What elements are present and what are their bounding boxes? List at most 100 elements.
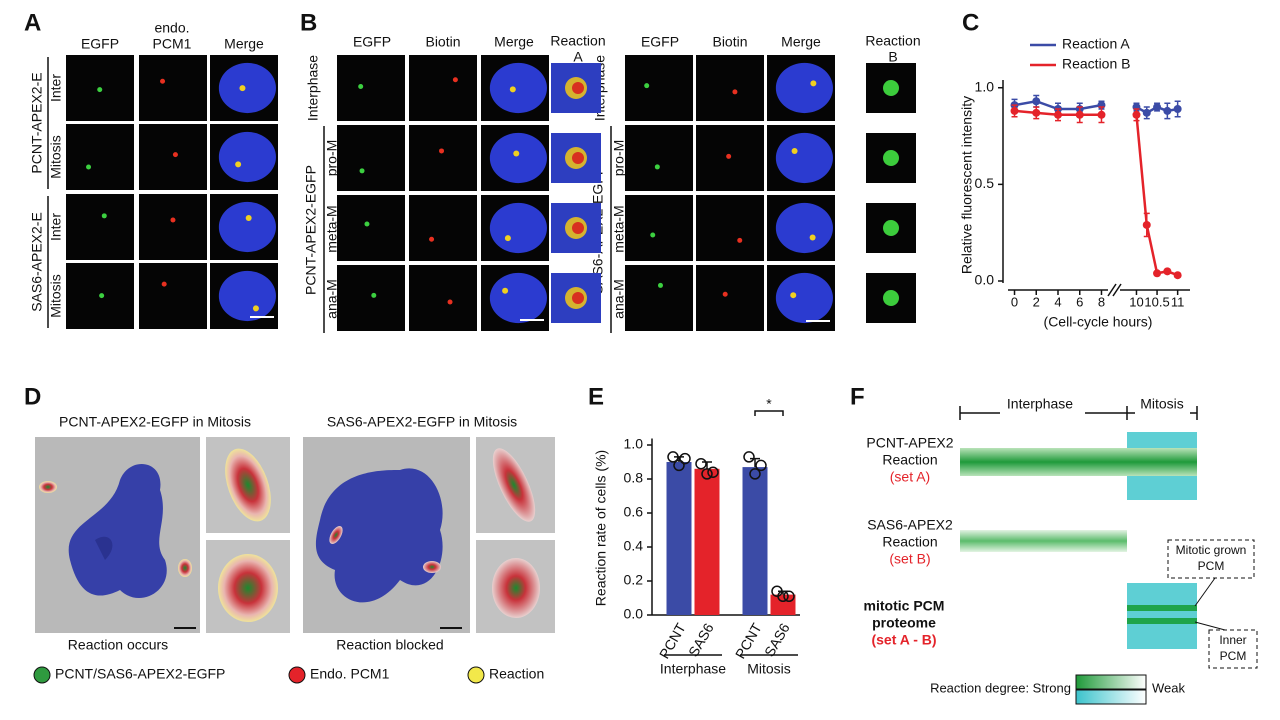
legend-swatch <box>467 666 485 684</box>
x-tick-label: 4 <box>1054 294 1061 309</box>
nucleus <box>489 62 547 114</box>
point <box>1173 271 1182 280</box>
micrograph <box>551 203 601 253</box>
legend-label: PCNT/SAS6-APEX2-EGFP <box>55 666 225 682</box>
y-tick-label: 1.0 <box>624 436 644 452</box>
spot <box>513 150 520 157</box>
column-header: Biotin <box>425 34 460 50</box>
row-label: Inter <box>48 213 64 241</box>
axis-break <box>1107 283 1117 297</box>
image-bg <box>139 194 207 260</box>
point <box>1153 103 1162 112</box>
image-bg <box>139 263 207 329</box>
column-header: Reaction <box>550 33 605 49</box>
error-bar <box>750 457 760 468</box>
spot <box>572 222 584 234</box>
micrograph <box>66 194 134 260</box>
image-bg <box>337 265 405 331</box>
panel-label: D <box>24 383 41 410</box>
significance-bracket <box>754 410 784 416</box>
row-label: SAS6-APEX2 <box>867 517 953 533</box>
x-tick-label: 6 <box>1076 294 1083 309</box>
micrograph <box>409 55 477 121</box>
micrograph <box>409 265 477 331</box>
micrograph <box>409 125 477 191</box>
spot <box>245 214 252 221</box>
column-header: Reaction <box>865 33 920 49</box>
spot <box>810 80 817 87</box>
micrograph <box>696 55 764 121</box>
x-tick-label: SAS6 <box>761 620 793 659</box>
nucleus <box>775 272 833 324</box>
spot <box>452 77 458 83</box>
micrograph <box>696 195 764 261</box>
spot <box>883 150 899 166</box>
column-header: Merge <box>224 36 264 52</box>
image-bg <box>337 195 405 261</box>
micrograph <box>210 263 278 329</box>
replicate-point <box>707 466 719 478</box>
nucleus <box>489 202 547 254</box>
x-tick-label: 10.5 <box>1144 294 1169 309</box>
image-bg <box>625 125 693 191</box>
spot <box>644 83 650 89</box>
spot <box>97 87 103 93</box>
image-bg <box>66 194 134 260</box>
set-label: (set A - B) <box>871 632 936 648</box>
nucleus <box>218 201 276 253</box>
legend-label: Reaction A <box>1062 36 1130 52</box>
image-bg <box>696 55 764 121</box>
y-tick-label: 1.0 <box>975 78 995 94</box>
column-header: Merge <box>494 34 534 50</box>
y-tick-label: 0.8 <box>624 470 644 486</box>
point <box>1173 104 1182 113</box>
spot <box>439 148 445 154</box>
axis-break <box>1112 283 1122 297</box>
column-header: B <box>888 49 897 65</box>
replicate-point <box>673 459 685 472</box>
micrograph <box>625 195 693 261</box>
image-bg <box>696 265 764 331</box>
image-bg <box>409 195 477 261</box>
row-label: meta-M <box>324 205 340 252</box>
replicate-point <box>695 457 707 470</box>
y-tick-label: 0.2 <box>624 572 644 588</box>
panel-label: C <box>962 9 979 36</box>
callout: PCM <box>1198 559 1225 573</box>
spot <box>364 221 370 227</box>
point <box>1142 108 1151 117</box>
micrograph <box>767 125 835 191</box>
nucleus <box>218 62 276 114</box>
render-title: SAS6-APEX2-EGFP in Mitosis <box>327 414 517 430</box>
spot <box>572 82 584 94</box>
row-label: Interphase <box>305 55 321 121</box>
set-label: (set A) <box>890 469 930 485</box>
point <box>1163 106 1172 115</box>
spot <box>654 164 660 170</box>
column-header: EGFP <box>641 34 679 50</box>
y-axis-title: Relative fluorescent intensity <box>959 96 975 274</box>
spot <box>170 217 176 223</box>
replicate-point <box>701 468 713 480</box>
micrograph <box>866 273 916 323</box>
legend-label: Weak <box>1152 680 1185 695</box>
legend-swatch <box>33 666 51 684</box>
spot <box>883 80 899 96</box>
micrograph <box>139 194 207 260</box>
replicate-point <box>777 590 789 603</box>
column-header: EGFP <box>81 36 119 52</box>
image-bg <box>409 55 477 121</box>
point <box>1097 110 1106 119</box>
row-label: pro-M <box>324 140 340 177</box>
row-label: Mitosis <box>48 274 64 318</box>
point <box>1075 110 1084 119</box>
y-tick-label: 0.0 <box>975 272 995 288</box>
spot <box>726 153 732 159</box>
row-group-label: SAS6-APEX2-E <box>29 212 45 312</box>
reaction-diagram <box>960 432 1258 705</box>
phase-label: Interphase <box>1007 396 1073 412</box>
spot <box>239 85 246 92</box>
image-bg <box>696 195 764 261</box>
micrograph <box>625 125 693 191</box>
spot <box>447 299 453 305</box>
